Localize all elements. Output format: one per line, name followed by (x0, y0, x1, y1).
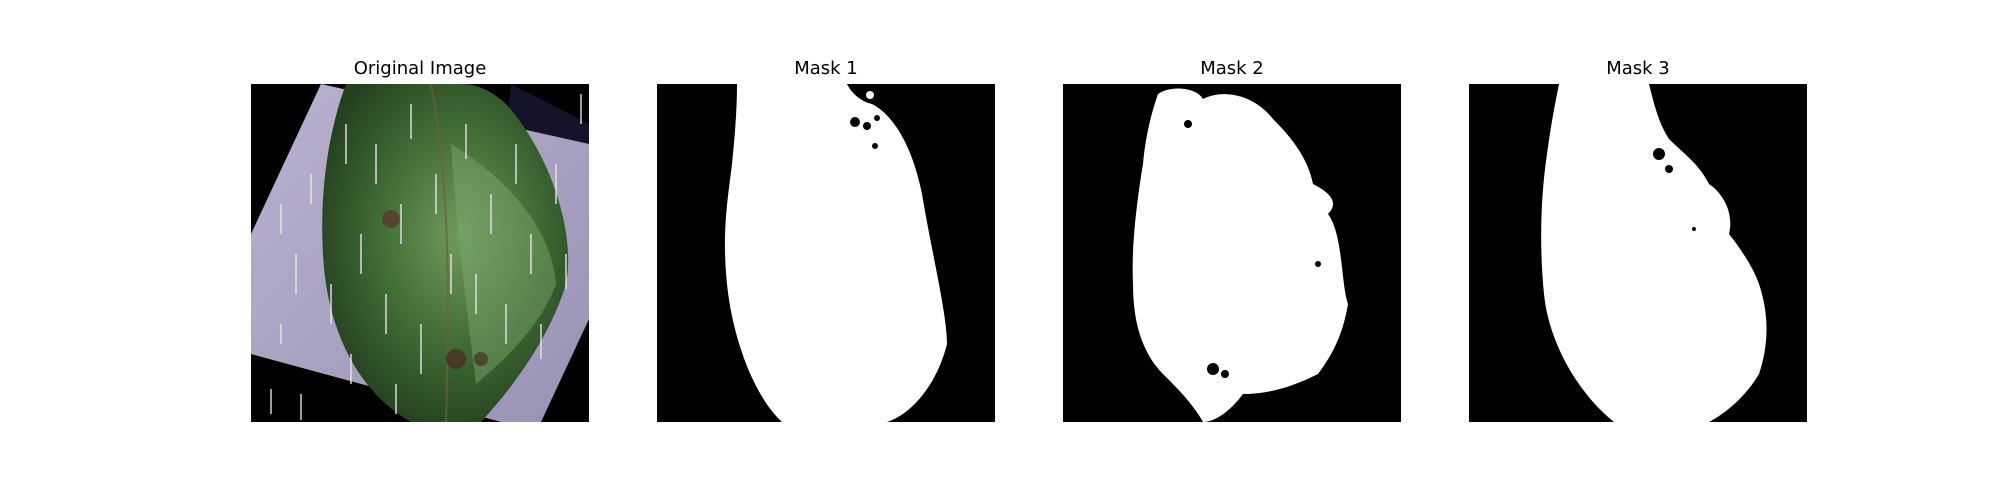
mask-1-image (657, 84, 995, 422)
mask-3-title: Mask 3 (1606, 58, 1670, 79)
mask-2-title: Mask 2 (1200, 58, 1264, 79)
mask-1-shape (657, 84, 995, 422)
mask-1-title: Mask 1 (794, 58, 858, 79)
mask-2-image (1063, 84, 1401, 422)
leaf-photo (251, 84, 589, 422)
original-image-title: Original Image (353, 58, 487, 79)
mask-2-shape (1063, 84, 1401, 422)
mask-3-image (1469, 84, 1807, 422)
mask-3-shape (1469, 84, 1807, 422)
rain-streaks (270, 94, 582, 420)
original-image (251, 84, 589, 422)
